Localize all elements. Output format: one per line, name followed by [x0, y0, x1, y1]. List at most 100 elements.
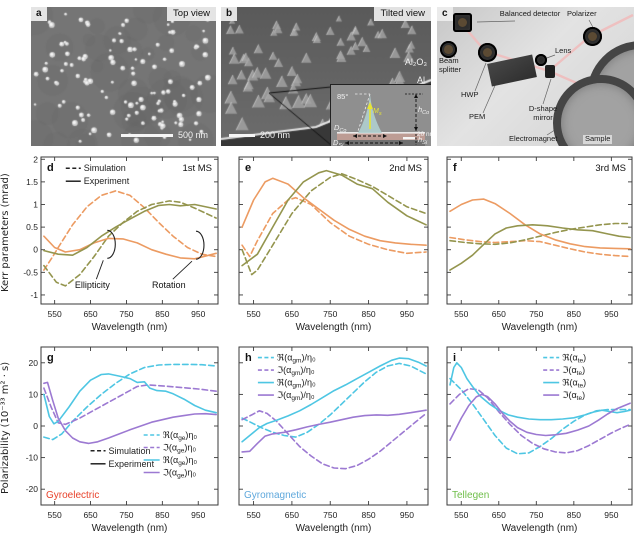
sem-top-view-image	[31, 7, 216, 146]
scalebar-text: 500 nm	[177, 130, 208, 140]
svg-text:950: 950	[191, 510, 205, 520]
svg-text:Wavelength (nm): Wavelength (nm)	[92, 523, 168, 534]
panel-b-scalebar: 200 nm	[229, 130, 290, 140]
svg-text:950: 950	[400, 309, 414, 319]
svg-text:0.5: 0.5	[26, 222, 38, 232]
svg-text:ℑ(αgm)/η₀: ℑ(αgm)/η₀	[277, 365, 315, 377]
svg-text:850: 850	[567, 309, 581, 319]
dco-label: DCo	[334, 123, 346, 134]
beam-splitter-label: Beam splitter	[439, 56, 462, 74]
svg-text:1: 1	[33, 199, 38, 209]
svg-text:ℜ(αge)η₀: ℜ(αge)η₀	[163, 455, 198, 467]
svg-text:d: d	[47, 162, 54, 174]
svg-text:0: 0	[33, 245, 38, 255]
svg-text:Simulation: Simulation	[109, 446, 151, 456]
balanced-detector-label: Balanced detector	[499, 9, 561, 18]
panel-a-view-label: Top view	[167, 7, 216, 21]
panel-b-view-label: Tilted view	[374, 7, 431, 21]
svg-text:Simulation: Simulation	[84, 163, 126, 173]
dsi-label: DSi	[333, 138, 344, 146]
svg-text:750: 750	[323, 309, 337, 319]
svg-text:2: 2	[33, 154, 38, 164]
svg-text:-1: -1	[30, 290, 38, 300]
beam-splitter-shape	[440, 41, 457, 58]
svg-text:850: 850	[567, 510, 581, 520]
svg-text:Gyroelectric: Gyroelectric	[46, 490, 99, 501]
svg-text:Wavelength (nm): Wavelength (nm)	[296, 523, 372, 534]
svg-text:1st MS: 1st MS	[182, 163, 212, 174]
chart-gyroelectric: 550 650 750 850 950 -20 -10 0 10 20 Wavelength (nm…	[26, 346, 219, 534]
svg-text:1.5: 1.5	[26, 177, 38, 187]
svg-text:h: h	[245, 352, 252, 364]
svg-text:550: 550	[246, 510, 260, 520]
svg-text:850: 850	[361, 309, 375, 319]
svg-text:650: 650	[83, 309, 97, 319]
dshape-mirror-shape	[545, 65, 555, 78]
balanced-detector-shape	[453, 13, 472, 32]
svg-text:10: 10	[29, 389, 39, 399]
svg-text:Ellipticity: Ellipticity	[75, 280, 111, 290]
panel-b-sem-image: b Tilted view Al₂O₃ Al 200 nm	[221, 7, 431, 146]
polarizer-shape	[583, 27, 602, 46]
polarizability-y-axis-label: Polarizability (10⁻³³ m² · s)	[0, 361, 11, 495]
lens-label: Lens	[555, 46, 572, 55]
chart-kerr-3rd-ms: 550 650 750 850 950 Wavelength (nm) f 3rd MS	[446, 156, 633, 333]
aluminum-layer-label: Al	[416, 75, 425, 85]
svg-text:f: f	[453, 162, 457, 174]
svg-text:750: 750	[323, 510, 337, 520]
dco-arrowheads	[353, 134, 387, 138]
panel-a-scalebar: 500 nm	[120, 130, 208, 140]
svg-text:950: 950	[400, 510, 414, 520]
panel-c-setup-schematic: c Balanced detector Polarizer Beam split…	[437, 7, 634, 146]
chart-kerr-1st-ms: 550 650 750 850 950 -1 -0.5 0 0.5 1 1.5 2 Wavelength…	[23, 154, 219, 333]
svg-text:0: 0	[33, 421, 38, 431]
hco-label: hCo	[418, 105, 429, 116]
svg-text:-10: -10	[26, 453, 39, 463]
svg-text:750: 750	[529, 309, 543, 319]
svg-text:Wavelength (nm): Wavelength (nm)	[502, 523, 578, 534]
svg-text:g: g	[47, 352, 54, 364]
kerr-y-axis-label: Kerr parameters (mrad)	[0, 173, 11, 293]
svg-text:Wavelength (nm): Wavelength (nm)	[296, 322, 372, 333]
svg-text:e: e	[245, 162, 251, 174]
svg-text:950: 950	[604, 309, 618, 319]
svg-text:Gyromagnetic: Gyromagnetic	[244, 490, 306, 501]
panel-b-inset-cross-section: 85° Ms DCo hCo hSi DSi 20 nm	[331, 85, 431, 146]
svg-text:650: 650	[492, 510, 506, 520]
svg-text:2nd MS: 2nd MS	[389, 163, 422, 174]
svg-text:550: 550	[48, 510, 62, 520]
svg-text:-20: -20	[26, 484, 39, 494]
scalebar-line	[120, 133, 173, 137]
svg-text:650: 650	[285, 309, 299, 319]
svg-text:950: 950	[604, 510, 618, 520]
svg-text:650: 650	[492, 309, 506, 319]
svg-text:650: 650	[83, 510, 97, 520]
svg-text:ℜ(αgm)/η₀: ℜ(αgm)/η₀	[277, 378, 316, 390]
svg-text:ℜ(αte): ℜ(αte)	[562, 353, 586, 365]
svg-text:550: 550	[454, 510, 468, 520]
alumina-layer-label: Al₂O₃	[404, 57, 427, 67]
ms-label: Ms	[373, 108, 382, 117]
svg-text:Wavelength (nm): Wavelength (nm)	[502, 322, 578, 333]
hwp-label: HWP	[461, 90, 479, 99]
svg-text:i: i	[453, 352, 456, 364]
svg-text:750: 750	[529, 510, 543, 520]
chart-tellegen: 550 650 750 850 950 Wavelength (nm) i Tellegen ℜ…	[446, 346, 633, 534]
chart-kerr-2nd-ms: 550 650 750 850 950 Wavelength (nm) e 2nd MS	[238, 156, 429, 333]
svg-text:ℑ(αge)η₀: ℑ(αge)η₀	[163, 443, 197, 455]
svg-text:-0.5: -0.5	[23, 267, 38, 277]
svg-text:ℑ(αte): ℑ(αte)	[562, 390, 585, 402]
dshape-mirror-label: D-shape mirror	[528, 104, 558, 122]
svg-text:850: 850	[155, 510, 169, 520]
svg-text:550: 550	[48, 309, 62, 319]
sample-label: Sample	[583, 134, 613, 144]
polarizer-label: Polarizer	[567, 9, 597, 18]
cone-angle-label: 85°	[337, 92, 348, 101]
svg-text:ℑ(αte): ℑ(αte)	[562, 365, 585, 377]
hwp-shape	[478, 43, 497, 62]
svg-text:Experiment: Experiment	[84, 176, 130, 186]
inset-drawing: 85° Ms DCo hCo hSi DSi 20 nm	[333, 92, 431, 146]
svg-text:Wavelength (nm): Wavelength (nm)	[92, 322, 168, 333]
svg-text:ℜ(αte): ℜ(αte)	[562, 378, 586, 390]
